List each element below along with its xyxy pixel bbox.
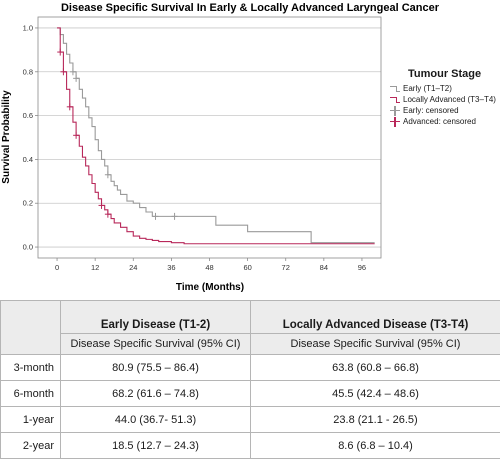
row-label: 2-year: [1, 433, 61, 459]
plot-area: [38, 17, 381, 258]
legend-label: Early (T1–T2): [403, 84, 452, 93]
legend-label: Advanced: censored: [403, 117, 476, 126]
ticks: 0.0 0.2 0.4 0.6 0.8 1.0 0 12 24 36 48 60 72 84 96: [23, 23, 367, 272]
header-early: Early Disease (T1-2): [61, 301, 251, 334]
plus-marker-icon: [390, 117, 400, 127]
cell-early: 68.2 (61.6 – 74.8): [61, 381, 251, 407]
series-layer: [57, 28, 375, 244]
x-axis-label: Time (Months): [176, 282, 244, 293]
table-row: 2-year 18.5 (12.7 – 24.3) 8.6 (6.8 – 10.…: [1, 433, 500, 459]
x-tick-label: 96: [358, 263, 366, 272]
legend-entry-advanced-censored: Advanced: censored: [390, 116, 498, 127]
x-tick-label: 12: [91, 263, 99, 272]
y-axis-label: Survival Probability: [1, 90, 12, 184]
plus-marker-icon: [390, 106, 400, 116]
x-tick-label: 36: [167, 263, 175, 272]
y-tick-label: 1.0: [23, 23, 33, 32]
y-tick-label: 0.0: [23, 243, 33, 252]
censored-marker: [105, 211, 111, 218]
censored-marker: [70, 68, 76, 75]
legend-entry-early-censored: Early: censored: [390, 105, 498, 116]
x-tick-label: 60: [243, 263, 251, 272]
row-label: 3-month: [1, 355, 61, 381]
legend-label: Locally Advanced (T3–T4): [403, 95, 496, 104]
table-row: 6-month 68.2 (61.6 – 74.8) 45.5 (42.4 – …: [1, 381, 500, 407]
km-chart: Disease Specific Survival In Early & Loc…: [0, 0, 500, 300]
legend: Tumour Stage Early (T1–T2) Locally Advan…: [390, 68, 498, 127]
series-line-early: [57, 28, 375, 243]
step-line-icon: [390, 84, 400, 94]
legend-label: Early: censored: [403, 106, 459, 115]
x-tick-label: 0: [55, 263, 59, 272]
x-tick-label: 24: [129, 263, 137, 272]
censored-marker: [57, 49, 63, 56]
x-tick-label: 72: [282, 263, 290, 272]
step-line-icon: [390, 95, 400, 105]
cell-advanced: 23.8 (21.1 - 26.5): [251, 407, 500, 433]
y-tick-label: 0.4: [23, 155, 33, 164]
legend-entry-early: Early (T1–T2): [390, 83, 498, 94]
censored-marker: [60, 68, 66, 75]
row-label: 1-year: [1, 407, 61, 433]
series-line-advanced: [57, 28, 375, 244]
y-tick-label: 0.8: [23, 67, 33, 76]
subheader-early: Disease Specific Survival (95% CI): [61, 334, 251, 355]
cell-advanced: 63.8 (60.8 – 66.8): [251, 355, 500, 381]
row-label: 6-month: [1, 381, 61, 407]
cell-early: 18.5 (12.7 – 24.3): [61, 433, 251, 459]
x-tick-label: 48: [205, 263, 213, 272]
censored-marker: [73, 132, 79, 139]
subheader-advanced: Disease Specific Survival (95% CI): [251, 334, 500, 355]
header-advanced: Locally Advanced Disease (T3-T4): [251, 301, 500, 334]
chart-title: Disease Specific Survival In Early & Loc…: [61, 2, 440, 14]
survival-table: Early Disease (T1-2) Locally Advanced Di…: [0, 300, 500, 459]
table-corner: [1, 301, 61, 355]
grid: [38, 28, 381, 247]
y-tick-label: 0.2: [23, 199, 33, 208]
legend-title: Tumour Stage: [408, 68, 498, 80]
table-row: 3-month 80.9 (75.5 – 86.4) 63.8 (60.8 – …: [1, 355, 500, 381]
cell-advanced: 45.5 (42.4 – 48.6): [251, 381, 500, 407]
censored-marker: [153, 213, 159, 220]
y-tick-label: 0.6: [23, 111, 33, 120]
cell-advanced: 8.6 (6.8 – 10.4): [251, 433, 500, 459]
censored-marker: [73, 75, 79, 82]
legend-entry-advanced: Locally Advanced (T3–T4): [390, 94, 498, 105]
censored-marker: [67, 103, 73, 110]
x-tick-label: 84: [320, 263, 328, 272]
cell-early: 44.0 (36.7- 51.3): [61, 407, 251, 433]
censored-marker: [105, 171, 111, 178]
censored-marker: [172, 213, 178, 220]
table-row: 1-year 44.0 (36.7- 51.3) 23.8 (21.1 - 26…: [1, 407, 500, 433]
cell-early: 80.9 (75.5 – 86.4): [61, 355, 251, 381]
